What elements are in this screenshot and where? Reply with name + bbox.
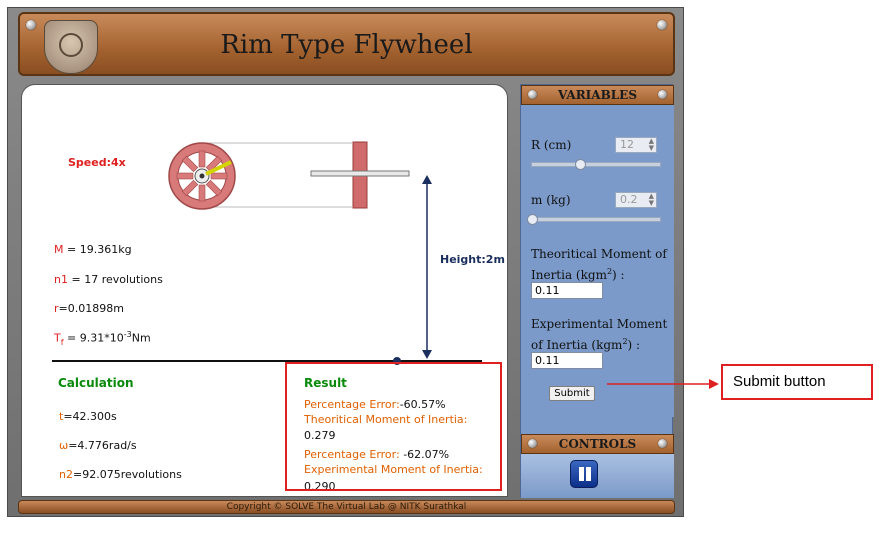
submit-button[interactable]: Submit [549,386,595,401]
speed-label: Speed:4x [68,156,126,169]
friction-torque-readout: Tf = 9.31*10-3Nm [54,330,151,347]
rivet-icon [658,439,667,448]
r-readout: r=0.01898m [54,302,124,315]
experimental-moi-input[interactable]: 0.11 [531,352,603,369]
m-label: m (kg) [531,193,571,207]
omega-readout: ω=4.776rad/s [59,439,137,452]
flywheel-icon [168,142,236,210]
r-slider[interactable] [531,162,661,167]
m-slider-handle[interactable] [527,214,538,225]
variables-header: VARIABLES [521,85,674,105]
axle [310,170,410,177]
result-highlight-box [285,362,502,491]
title-bar: Rim Type Flywheel [18,12,675,76]
pause-button[interactable] [570,460,598,488]
page-title: Rim Type Flywheel [220,30,473,60]
m-slider[interactable] [531,217,661,222]
percentage-error-1: Percentage Error:-60.57% [304,398,446,411]
flywheel-diagram [52,141,482,365]
n1-readout: n1 = 17 revolutions [54,273,163,286]
callout-arrow [607,379,719,389]
t-readout: t=42.300s [59,410,117,423]
percentage-error-2: Percentage Error: -62.07% [304,448,450,461]
rivet-icon [528,90,537,99]
experimental-moi-input-label: Experimental Moment of Inertia (kgm2) : [531,317,668,352]
institute-logo [44,20,98,74]
height-label: Height:2m [440,253,505,266]
r-slider-handle[interactable] [575,159,586,170]
rivet-icon [528,439,537,448]
result-heading: Result [304,376,347,390]
theoretical-moi-input[interactable]: 0.11 [531,282,603,299]
pause-icon [586,467,591,481]
r-stepper[interactable]: 12 ▲ ▼ [615,137,657,153]
m-stepper[interactable]: 0.2 ▲ ▼ [615,192,657,208]
simulation-canvas: Speed:4x [21,84,508,497]
rivet-icon [657,20,667,30]
footer: Copyright © SOLVE The Virtual Lab @ NITK… [18,500,675,514]
experimental-moi-label: Experimental Moment of Inertia: [304,463,483,476]
calculation-heading: Calculation [58,376,134,390]
rivet-icon [658,90,667,99]
theoretical-moi-label: Theoritical Moment of Inertia: [304,413,468,426]
stepper-arrows-icon: ▲ ▼ [648,192,654,207]
stepper-arrows-icon: ▲ ▼ [648,137,654,152]
controls-panel [521,454,674,498]
mass-readout: M = 19.361kg [54,243,132,256]
pause-icon [579,467,584,481]
submit-button-callout: Submit button [721,364,873,400]
r-label: R (cm) [531,138,572,152]
side-panel: VARIABLES R (cm) 12 ▲ ▼ m (kg) 0.2 ▲ ▼ Theor… [520,84,674,498]
theoretical-moi-input-label: Theoritical Moment of Inertia (kgm2) : [531,247,667,282]
variables-panel: R (cm) 12 ▲ ▼ m (kg) 0.2 ▲ ▼ Theoritical Mom… [521,105,674,417]
simulator-frame: Rim Type Flywheel Speed:4x [7,7,684,517]
n2-readout: n2=92.075revolutions [59,468,182,481]
theoretical-moi-value: 0.279 [304,429,336,442]
rivet-icon [26,20,36,30]
controls-header: CONTROLS [521,434,674,454]
